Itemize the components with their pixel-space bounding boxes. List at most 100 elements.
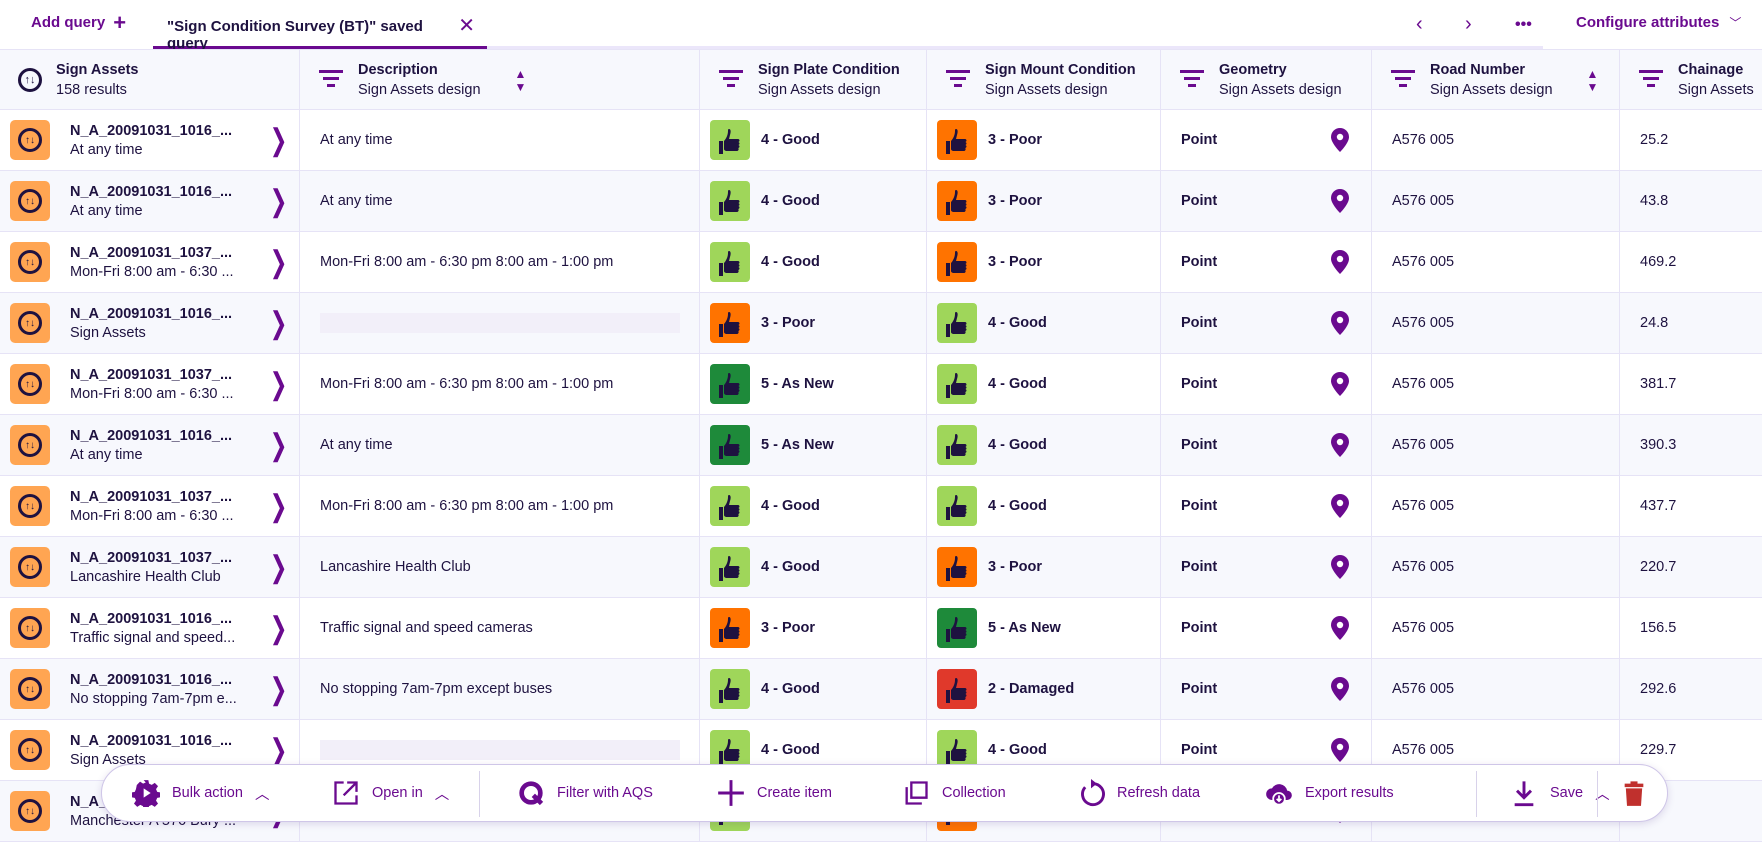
table-row[interactable]: ↑↓ N_A_20091031_1037_... Lancashire Healt…: [0, 537, 1762, 598]
filter-aqs-button[interactable]: Filter with AQS: [517, 779, 653, 807]
condition-label: 4 - Good: [761, 559, 820, 575]
chainage-text: 437.7: [1640, 498, 1677, 514]
sign-asset-icon: ↑↓: [10, 425, 50, 465]
export-results-button[interactable]: Export results: [1265, 779, 1394, 807]
collection-button[interactable]: Collection: [902, 779, 1006, 807]
condition-label: 4 - Good: [761, 498, 820, 514]
map-pin-icon[interactable]: [1331, 189, 1349, 213]
chevron-right-icon[interactable]: ❯: [269, 245, 288, 279]
bulk-action-button[interactable]: Bulk action ︿: [132, 779, 269, 807]
condition-badge: [937, 486, 977, 526]
table-row[interactable]: ↑↓ N_A_20091031_1016_... At any time ❯ At…: [0, 415, 1762, 476]
action-toolbar: Bulk action ︿ Open in ︿ Filter with AQS Cr…: [101, 764, 1668, 822]
chevron-right-icon[interactable]: ❯: [269, 550, 288, 584]
asset-name: N_A_20091031_1037_...: [70, 366, 233, 383]
column-subtitle: Sign Assets design: [758, 82, 881, 98]
condition-badge: [937, 547, 977, 587]
column-subtitle: Sign Assets design: [358, 82, 481, 98]
chevron-up-icon: ︿: [434, 786, 450, 803]
create-item-button[interactable]: Create item: [717, 779, 832, 807]
table-row[interactable]: ↑↓ N_A_20091031_1016_... Sign Assets ❯ 3 …: [0, 293, 1762, 354]
table-row[interactable]: ↑↓ N_A_20091031_1037_... Mon-Fri 8:00 am …: [0, 354, 1762, 415]
table-row[interactable]: ↑↓ N_A_20091031_1016_... Traffic signal a…: [0, 598, 1762, 659]
geometry-text: Point: [1181, 437, 1218, 453]
filter-icon[interactable]: [318, 70, 344, 87]
road-number-cell: A576 005: [1372, 598, 1620, 658]
close-icon[interactable]: ✕: [458, 15, 475, 37]
table-row[interactable]: ↑↓ N_A_20091031_1016_... At any time ❯ At…: [0, 110, 1762, 171]
more-icon[interactable]: •••: [1515, 16, 1532, 33]
chevron-right-icon[interactable]: ❯: [269, 672, 288, 706]
chevron-right-icon[interactable]: ❯: [269, 184, 288, 218]
map-pin-icon[interactable]: [1331, 250, 1349, 274]
filter-icon[interactable]: [718, 70, 744, 87]
delete-button[interactable]: [1620, 779, 1648, 807]
filter-icon[interactable]: [1390, 70, 1416, 87]
map-pin-icon[interactable]: [1331, 128, 1349, 152]
trash-icon: [1624, 781, 1644, 806]
tab-saved-query[interactable]: "Sign Condition Survey (BT)" saved query…: [153, 12, 487, 52]
map-pin-icon[interactable]: [1331, 494, 1349, 518]
divider: [1597, 771, 1598, 817]
asset-name: N_A_20091031_1037_...: [70, 244, 233, 261]
geometry-cell: Point: [1161, 720, 1372, 780]
filter-icon[interactable]: [945, 70, 971, 87]
column-header[interactable]: Sign Mount Condition Sign Assets design: [927, 50, 1161, 109]
empty-placeholder: [320, 313, 680, 333]
sort-icon[interactable]: ▲ ▼: [1586, 67, 1599, 94]
chevron-right-icon[interactable]: ❯: [269, 733, 288, 767]
table-row[interactable]: ↑↓ N_A_20091031_1016_... No stopping 7am-…: [0, 659, 1762, 720]
chevron-right-icon[interactable]: ❯: [269, 123, 288, 157]
chevron-right-icon[interactable]: ›: [1465, 13, 1472, 35]
column-header[interactable]: Geometry Sign Assets design: [1161, 50, 1372, 109]
map-pin-icon[interactable]: [1331, 372, 1349, 396]
add-query-button[interactable]: Add query +: [31, 12, 126, 34]
chevron-right-icon[interactable]: ❯: [269, 367, 288, 401]
map-pin-icon[interactable]: [1331, 616, 1349, 640]
column-header[interactable]: Sign Plate Condition Sign Assets design: [700, 50, 927, 109]
description-cell: Mon-Fri 8:00 am - 6:30 pm 8:00 am - 1:00…: [300, 232, 700, 292]
sign-asset-icon: ↑↓: [10, 669, 50, 709]
thumbs-up-icon: [946, 129, 967, 154]
thumbs-up-icon: [719, 434, 740, 459]
open-in-button[interactable]: Open in ︿: [332, 779, 449, 807]
column-header[interactable]: Chainage Sign Assets: [1620, 50, 1762, 109]
column-title: Chainage: [1678, 62, 1744, 78]
chevron-left-icon[interactable]: ‹: [1416, 13, 1423, 35]
condition-label: 4 - Good: [988, 315, 1047, 331]
chevron-right-icon[interactable]: ❯: [269, 306, 288, 340]
plate-condition-cell: 3 - Poor: [700, 598, 927, 658]
map-pin-icon[interactable]: [1331, 433, 1349, 457]
map-pin-icon[interactable]: [1331, 555, 1349, 579]
geometry-text: Point: [1181, 193, 1218, 209]
road-number-text: A576 005: [1392, 376, 1455, 392]
table-row[interactable]: ↑↓ N_A_20091031_1016_... At any time ❯ At…: [0, 171, 1762, 232]
geometry-text: Point: [1181, 132, 1218, 148]
table-row[interactable]: ↑↓ N_A_20091031_1037_... Mon-Fri 8:00 am …: [0, 476, 1762, 537]
condition-badge: [937, 730, 977, 770]
filter-icon[interactable]: [1638, 70, 1664, 87]
geometry-text: Point: [1181, 315, 1218, 331]
thumbs-up-icon: [719, 190, 740, 215]
chevron-right-icon[interactable]: ❯: [269, 611, 288, 645]
sign-asset-icon: ↑↓: [10, 242, 50, 282]
map-pin-icon[interactable]: [1331, 311, 1349, 335]
column-header[interactable]: Description Sign Assets design ▲ ▼: [300, 50, 700, 109]
column-header[interactable]: Road Number Sign Assets design ▲ ▼: [1372, 50, 1620, 109]
filter-aqs-label: Filter with AQS: [557, 785, 653, 801]
save-button[interactable]: Save ︿: [1510, 779, 1610, 807]
map-pin-icon[interactable]: [1331, 677, 1349, 701]
asset-subtitle: Mon-Fri 8:00 am - 6:30 ...: [70, 385, 234, 402]
table-row[interactable]: ↑↓ N_A_20091031_1037_... Mon-Fri 8:00 am …: [0, 232, 1762, 293]
filter-icon[interactable]: [1179, 70, 1205, 87]
configure-attributes-button[interactable]: Configure attributes ﹀: [1576, 14, 1741, 31]
column-title: Geometry: [1219, 62, 1287, 78]
chainage-cell: 156.5: [1620, 598, 1762, 658]
refresh-data-button[interactable]: Refresh data: [1077, 779, 1200, 807]
sort-icon[interactable]: ▲ ▼: [514, 67, 527, 94]
chevron-right-icon[interactable]: ❯: [269, 428, 288, 462]
description-text: Mon-Fri 8:00 am - 6:30 pm 8:00 am - 1:00…: [320, 498, 614, 514]
map-pin-icon[interactable]: [1331, 738, 1349, 762]
chevron-right-icon[interactable]: ❯: [269, 489, 288, 523]
thumbs-up-icon: [946, 190, 967, 215]
